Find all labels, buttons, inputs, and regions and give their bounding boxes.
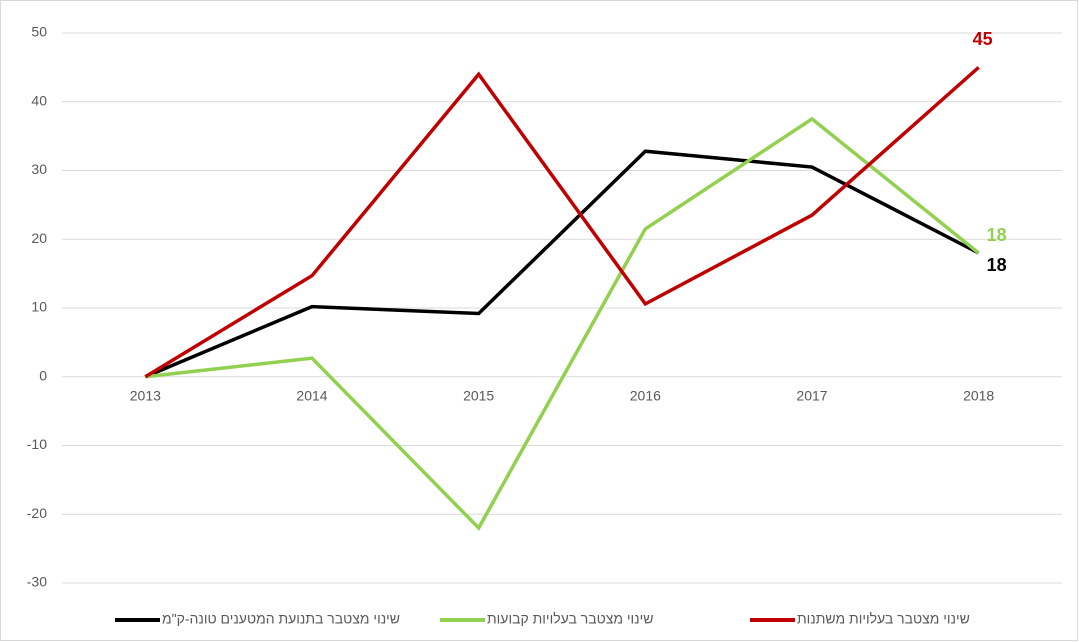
data-label: 18 <box>987 225 1007 245</box>
legend-label: שינוי מצטבר בעלויות משתנות <box>797 611 970 627</box>
y-tick-label: -30 <box>27 574 47 590</box>
x-tick-label: 2015 <box>463 387 494 403</box>
series-line <box>145 116 980 531</box>
y-tick-label: 30 <box>31 161 47 177</box>
y-tick-label: 40 <box>31 92 47 108</box>
y-tick-label: 50 <box>31 24 47 40</box>
x-tick-label: 2016 <box>630 387 661 403</box>
y-tick-label: 0 <box>39 367 47 383</box>
y-tick-label: 10 <box>31 299 47 315</box>
data-label: 18 <box>987 255 1007 275</box>
x-tick-label: 2013 <box>130 387 161 403</box>
series-line <box>144 66 980 379</box>
legend-label: שינוי מצטבר בעלויות קבועות <box>487 611 653 627</box>
y-tick-label: -20 <box>27 505 47 521</box>
y-tick-label: -10 <box>27 436 47 452</box>
data-label: 45 <box>973 29 993 49</box>
legend-label: שינוי מצטבר בתנועת המטענים טונה-ק"מ <box>162 611 400 627</box>
y-tick-label: 20 <box>31 230 47 246</box>
series-line <box>144 149 980 379</box>
x-tick-label: 2017 <box>796 387 827 403</box>
x-tick-label: 2014 <box>296 387 327 403</box>
x-tick-label: 2018 <box>963 387 994 403</box>
